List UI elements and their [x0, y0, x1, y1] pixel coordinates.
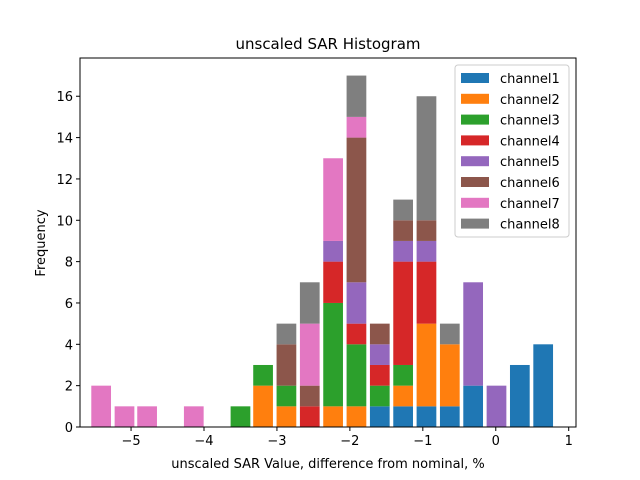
legend-label-channel2: channel2 — [500, 93, 560, 108]
bar-channel1 — [509, 364, 530, 427]
y-tick-label: 10 — [56, 214, 73, 229]
bar-channel1 — [533, 344, 554, 427]
bar-channel2 — [346, 406, 367, 427]
bar-channel7 — [346, 116, 367, 138]
x-axis-label: unscaled SAR Value, difference from nomi… — [171, 457, 485, 472]
bar-channel5 — [486, 385, 507, 427]
bar-channel5 — [346, 282, 367, 324]
bar-channel2 — [416, 323, 437, 407]
bar-channel4 — [369, 364, 390, 386]
legend: channel1 channel2 channel3 channel4 channel5… — [454, 64, 570, 238]
legend-label-channel3: channel3 — [500, 114, 560, 129]
legend-label-channel1: channel1 — [500, 72, 560, 87]
y-tick-label: 4 — [65, 338, 73, 353]
bar-channel2 — [439, 344, 460, 407]
y-tick-label: 8 — [65, 256, 73, 271]
bar-channel4 — [323, 261, 343, 303]
bar-channel8 — [416, 96, 437, 221]
y-tick-label: 2 — [65, 380, 73, 395]
bar-channel7 — [323, 158, 343, 241]
plot-frame — [79, 57, 577, 428]
y-tick-label: 14 — [56, 132, 73, 147]
bar-channel8 — [276, 323, 297, 345]
legend-swatch-channel7 — [461, 197, 489, 208]
bar-channel1 — [463, 385, 484, 427]
legend-swatch-channel2 — [461, 93, 489, 104]
bar-channel4 — [393, 261, 413, 365]
x-tick-label: 1 — [565, 434, 573, 449]
bar-channel4 — [416, 261, 437, 324]
bar-channel3 — [276, 385, 297, 407]
bar-channel1 — [369, 406, 390, 427]
bar-channel3 — [369, 385, 390, 407]
bar-channel3 — [323, 302, 343, 407]
bar-channel3 — [346, 344, 367, 407]
bar-channel2 — [393, 385, 413, 407]
bar-channel8 — [393, 199, 413, 221]
bar-channel6 — [369, 323, 390, 345]
legend-swatch-channel6 — [461, 177, 489, 187]
bar-channel6 — [346, 137, 367, 283]
bar-channel3 — [393, 364, 413, 386]
bar-channel1 — [439, 406, 460, 427]
x-tick-label: −2 — [340, 434, 359, 449]
bar-channel2 — [276, 406, 297, 427]
legend-label-channel6: channel6 — [500, 176, 560, 191]
bar-channel6 — [393, 220, 413, 241]
bar-channel7 — [114, 406, 135, 427]
legend-swatch-channel1 — [461, 73, 489, 83]
legend-label-channel7: channel7 — [500, 197, 560, 212]
bar-channel7 — [299, 323, 320, 386]
bar-channel4 — [299, 406, 320, 427]
x-tick-label: 0 — [492, 434, 500, 449]
chart-title: unscaled SAR Histogram — [235, 35, 420, 53]
y-tick-label: 16 — [56, 90, 73, 105]
bar-channel3 — [253, 364, 273, 386]
bar-channel7 — [183, 406, 204, 427]
y-tick-label: 12 — [56, 173, 73, 188]
bar-channel7 — [91, 385, 112, 427]
bar-channel5 — [463, 282, 484, 386]
x-tick-label: −5 — [121, 434, 140, 449]
bar-channel8 — [439, 323, 460, 345]
x-tick-label: −1 — [413, 434, 432, 449]
bar-channel6 — [299, 385, 320, 407]
legend-label-channel4: channel4 — [500, 134, 560, 149]
legend-swatch-channel4 — [461, 135, 489, 146]
bar-channel2 — [323, 406, 343, 427]
y-tick-label: 6 — [65, 297, 73, 312]
bars-group — [91, 75, 554, 427]
bar-channel3 — [230, 406, 251, 427]
bar-channel5 — [416, 240, 437, 262]
bar-channel5 — [369, 344, 390, 365]
legend-label-channel8: channel8 — [500, 218, 560, 233]
bar-channel2 — [253, 385, 273, 427]
x-tick-label: −3 — [267, 434, 286, 449]
bar-channel5 — [323, 240, 343, 262]
x-tick-label: −4 — [194, 434, 213, 449]
bar-channel7 — [137, 406, 157, 427]
legend-swatch-channel8 — [461, 218, 489, 229]
y-axis-label: Frequency — [34, 209, 49, 276]
bar-channel8 — [346, 75, 367, 117]
bar-channel5 — [393, 240, 413, 262]
legend-label-channel5: channel5 — [500, 155, 560, 170]
bar-channel6 — [276, 344, 297, 386]
bar-channel6 — [416, 220, 437, 241]
y-tick-label: 0 — [65, 421, 73, 436]
bar-channel1 — [416, 406, 437, 427]
legend-swatch-channel3 — [461, 114, 489, 125]
bar-channel4 — [346, 323, 367, 345]
bar-channel8 — [299, 282, 320, 324]
legend-swatch-channel5 — [461, 156, 489, 167]
bar-channel1 — [393, 406, 413, 427]
legend-box — [454, 64, 570, 238]
